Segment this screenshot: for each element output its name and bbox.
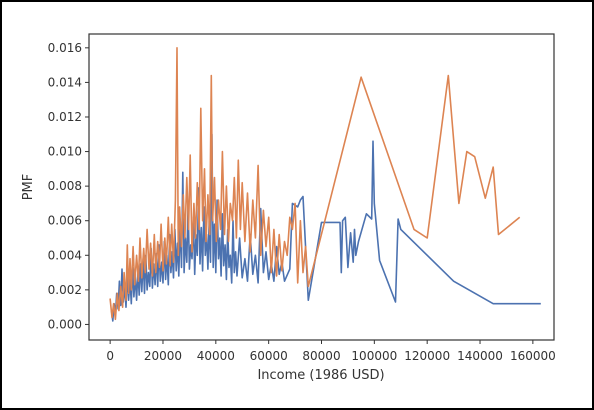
x-tick-label: 40000 — [197, 349, 235, 363]
x-axis-ticks: 0 20000 40000 60000 80000 100000 120000 140000 1… — [106, 340, 556, 363]
y-tick-label: 0.006 — [48, 214, 82, 228]
y-tick-label: 0.008 — [48, 179, 82, 193]
y-tick-label: 0.000 — [48, 317, 82, 331]
x-tick-label: 160000 — [510, 349, 556, 363]
x-tick-label: 60000 — [250, 349, 288, 363]
x-tick-label: 0 — [106, 349, 114, 363]
y-tick-label: 0.004 — [48, 248, 82, 262]
plot-area-frame — [88, 33, 555, 341]
y-axis-label: PMF — [21, 174, 36, 201]
x-tick-label: 20000 — [144, 349, 182, 363]
y-tick-label: 0.010 — [48, 145, 82, 159]
y-tick-label: 0.014 — [48, 75, 82, 89]
x-tick-label: 120000 — [404, 349, 450, 363]
y-tick-label: 0.002 — [48, 283, 82, 297]
series-layer — [109, 46, 541, 322]
series-1-line — [109, 46, 521, 321]
x-tick-label: 80000 — [302, 349, 340, 363]
y-tick-label: 0.016 — [48, 41, 82, 55]
x-tick-label: 100000 — [351, 349, 397, 363]
x-tick-label: 140000 — [457, 349, 503, 363]
x-axis-label: Income (1986 USD) — [257, 368, 384, 383]
y-tick-label: 0.012 — [48, 110, 82, 124]
y-axis-ticks: 0.000 0.002 0.004 0.006 0.008 0.010 0.012 0.014… — [48, 41, 89, 331]
